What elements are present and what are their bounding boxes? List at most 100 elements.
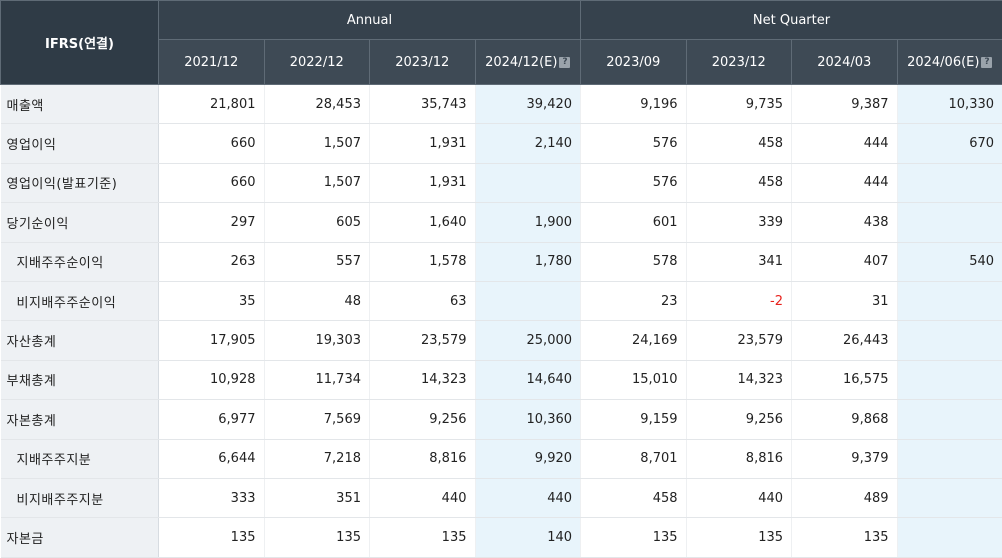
value-cell: 670 [897, 124, 1002, 163]
period-header-label: 2023/09 [606, 55, 660, 70]
value-cell: 8,816 [686, 439, 792, 478]
value-cell [897, 281, 1002, 320]
value-cell: 601 [581, 203, 687, 242]
value-cell: 444 [792, 163, 898, 202]
value-cell: 14,640 [475, 360, 581, 399]
value-cell [897, 321, 1002, 360]
value-cell: 1,640 [370, 203, 476, 242]
period-header: 2023/09 [581, 40, 687, 85]
value-cell: 1,507 [264, 163, 370, 202]
value-cell: 1,900 [475, 203, 581, 242]
value-cell: 11,734 [264, 360, 370, 399]
value-cell: 440 [686, 478, 792, 517]
value-cell [897, 518, 1002, 557]
value-cell: 407 [792, 242, 898, 281]
value-cell: 8,701 [581, 439, 687, 478]
row-label: 자산총계 [1, 321, 159, 360]
value-cell: 16,575 [792, 360, 898, 399]
value-cell: 6,644 [159, 439, 265, 478]
value-cell: 438 [792, 203, 898, 242]
period-header-label: 2023/12 [712, 55, 766, 70]
row-label: 영업이익(발표기준) [1, 163, 159, 202]
annual-group-header: Annual [159, 1, 581, 40]
value-cell: 25,000 [475, 321, 581, 360]
value-cell [897, 360, 1002, 399]
value-cell: 63 [370, 281, 476, 320]
value-cell: 660 [159, 163, 265, 202]
value-cell: 6,977 [159, 400, 265, 439]
value-cell: 660 [159, 124, 265, 163]
value-cell: 9,868 [792, 400, 898, 439]
value-cell [897, 203, 1002, 242]
value-cell: 14,323 [370, 360, 476, 399]
value-cell: 9,379 [792, 439, 898, 478]
value-cell: 297 [159, 203, 265, 242]
row-label: 자본금 [1, 518, 159, 557]
period-header: 2023/12 [686, 40, 792, 85]
value-cell: 351 [264, 478, 370, 517]
value-cell: 9,920 [475, 439, 581, 478]
period-header: 2022/12 [264, 40, 370, 85]
value-cell: 440 [370, 478, 476, 517]
value-cell: 576 [581, 163, 687, 202]
value-cell: 557 [264, 242, 370, 281]
value-cell: 21,801 [159, 85, 265, 124]
period-header-label: 2022/12 [290, 55, 344, 70]
value-cell: 1,780 [475, 242, 581, 281]
value-cell: 440 [475, 478, 581, 517]
value-cell [897, 163, 1002, 202]
value-cell: 10,928 [159, 360, 265, 399]
period-header: 2021/12 [159, 40, 265, 85]
value-cell: 19,303 [264, 321, 370, 360]
period-header-label: 2024/03 [817, 55, 871, 70]
value-cell: -2 [686, 281, 792, 320]
value-cell: 9,256 [686, 400, 792, 439]
value-cell: 26,443 [792, 321, 898, 360]
value-cell: 458 [686, 124, 792, 163]
period-header-label: 2023/12 [395, 55, 449, 70]
value-cell: 9,256 [370, 400, 476, 439]
quarter-group-header: Net Quarter [581, 1, 1002, 40]
value-cell: 1,931 [370, 163, 476, 202]
value-cell: 339 [686, 203, 792, 242]
value-cell: 489 [792, 478, 898, 517]
value-cell: 24,169 [581, 321, 687, 360]
period-header: 2024/12(E)? [475, 40, 581, 85]
table-corner-header: IFRS(연결) [1, 1, 159, 85]
value-cell [897, 400, 1002, 439]
value-cell: 17,905 [159, 321, 265, 360]
value-cell: 1,507 [264, 124, 370, 163]
value-cell: 14,323 [686, 360, 792, 399]
value-cell: 135 [264, 518, 370, 557]
estimate-info-icon[interactable]: ? [559, 57, 570, 68]
value-cell: 1,931 [370, 124, 476, 163]
value-cell: 9,387 [792, 85, 898, 124]
value-cell: 9,159 [581, 400, 687, 439]
value-cell: 135 [370, 518, 476, 557]
period-header-label: 2024/06(E) [907, 55, 979, 70]
value-cell: 15,010 [581, 360, 687, 399]
value-cell: 458 [686, 163, 792, 202]
value-cell: 48 [264, 281, 370, 320]
value-cell [475, 281, 581, 320]
value-cell: 263 [159, 242, 265, 281]
period-header: 2024/03 [792, 40, 898, 85]
value-cell: 31 [792, 281, 898, 320]
value-cell [897, 478, 1002, 517]
value-cell: 23,579 [370, 321, 476, 360]
value-cell [897, 439, 1002, 478]
value-cell: 135 [159, 518, 265, 557]
estimate-info-icon[interactable]: ? [981, 57, 992, 68]
value-cell: 10,360 [475, 400, 581, 439]
period-header-label: 2024/12(E) [485, 55, 557, 70]
value-cell: 135 [581, 518, 687, 557]
